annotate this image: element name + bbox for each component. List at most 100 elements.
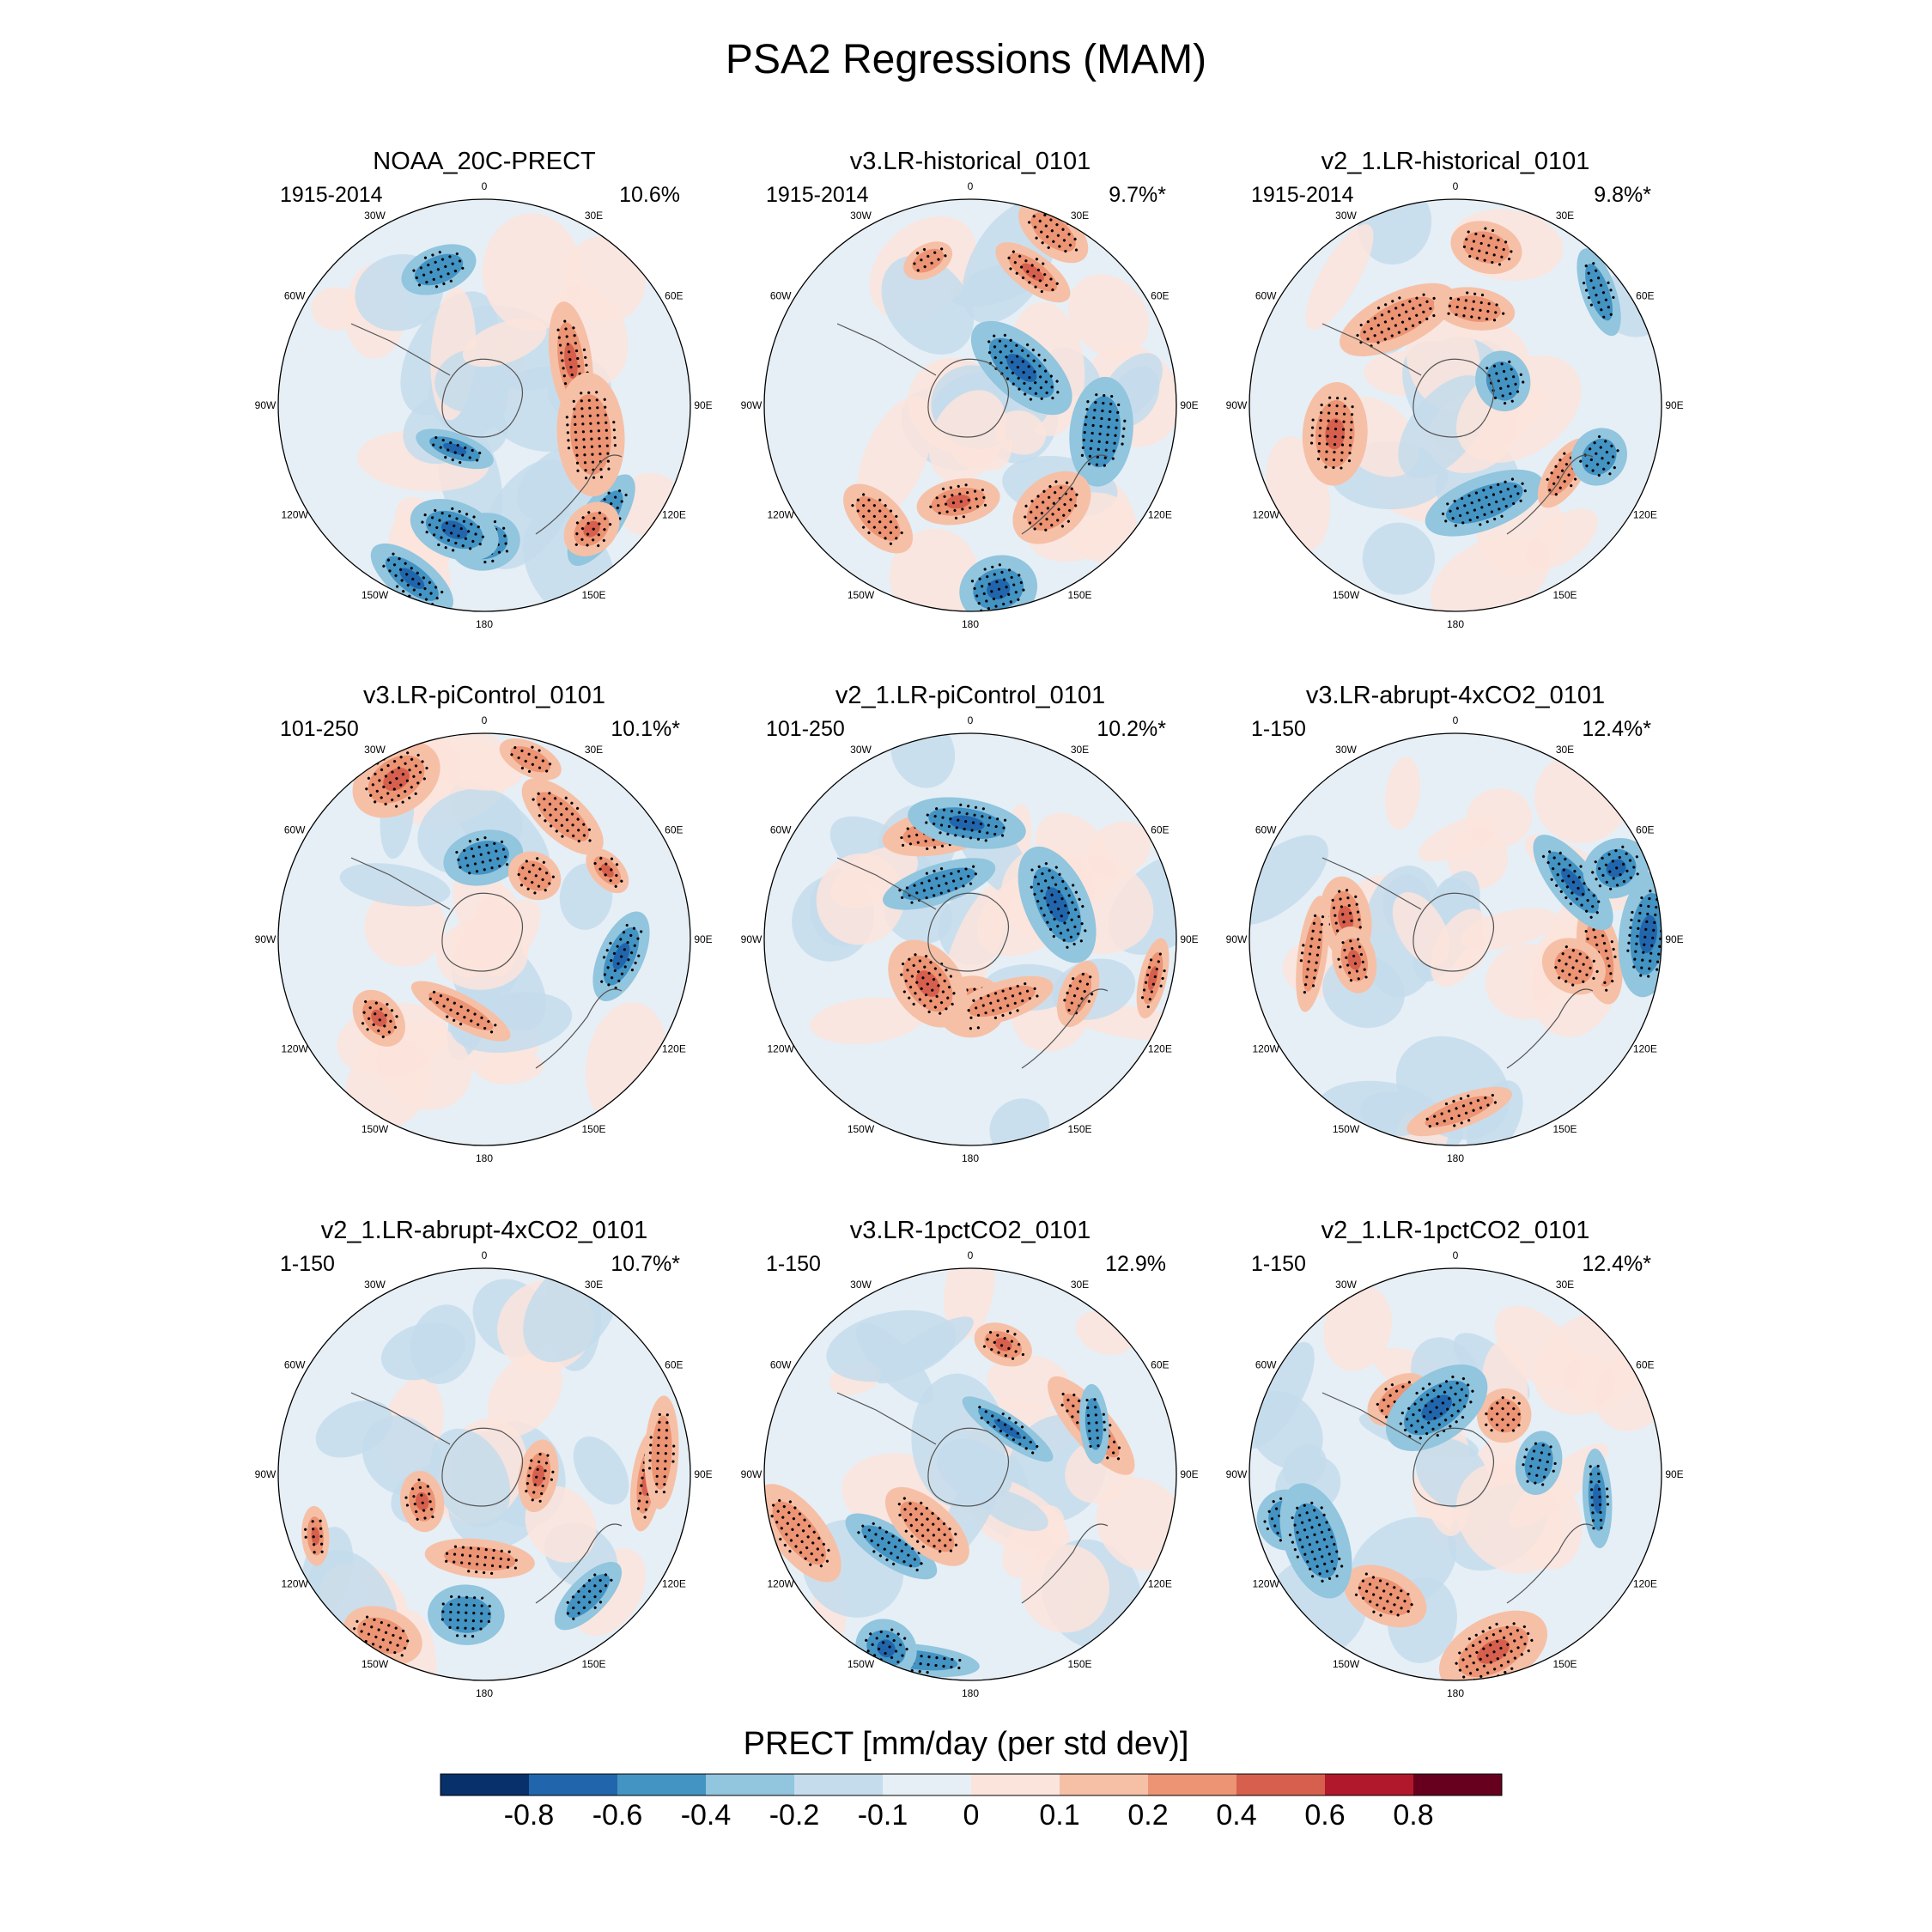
antarctica-coastline (1413, 358, 1495, 438)
significance-stipple (517, 857, 555, 895)
anomaly-blob-peak (1325, 418, 1346, 450)
significance-stipple (1399, 1375, 1474, 1440)
panel-3: 0 30E 60E 90E 120E 150E 180 150W 120W 90W 60W 30W v2… (1226, 148, 1684, 630)
map-border (763, 732, 1177, 1146)
longitude-label: 60E (665, 290, 683, 302)
significance-stipple (525, 1452, 555, 1503)
panel-variance: 12.4%* (1582, 1252, 1651, 1276)
longitude-label: 60E (1151, 1359, 1169, 1371)
significance-stipple (1288, 1501, 1344, 1583)
anomaly-blob-core (912, 248, 945, 273)
longitude-label: 150W (1333, 1123, 1360, 1135)
anomaly-patch (339, 863, 451, 907)
longitude-label: 30E (1071, 1279, 1089, 1291)
anomaly-blob-core (517, 860, 552, 891)
anomaly-blob-peak (415, 1492, 429, 1511)
anomaly-blob-core (428, 992, 494, 1031)
anomaly-blob-core (772, 1501, 827, 1565)
longitude-label: 90E (1665, 399, 1683, 411)
significance-stipple (1591, 845, 1639, 890)
map-border (1249, 1267, 1662, 1681)
anomaly-patch (944, 1268, 995, 1339)
significance-stipple (421, 507, 485, 552)
significance-stipple (1554, 945, 1599, 987)
longitude-label: 30W (364, 1279, 386, 1291)
anomaly-patch (1249, 1342, 1315, 1449)
longitude-label: 150E (581, 1123, 605, 1135)
significance-stipple (1462, 227, 1513, 266)
longitude-label: 180 (476, 1152, 493, 1164)
longitude-label: 120W (767, 509, 794, 521)
anomaly-patch (1392, 892, 1450, 966)
longitude-label: 180 (962, 1687, 979, 1699)
significance-stipple (532, 792, 592, 843)
longitude-label: 30W (364, 210, 386, 222)
antarctica-coastline (441, 1427, 524, 1507)
significance-stipple (574, 511, 612, 548)
longitude-label: 150E (1067, 1658, 1091, 1670)
longitude-label: 150W (361, 1658, 389, 1670)
longitude-label: 30W (850, 744, 872, 756)
anomaly-patch (573, 1436, 629, 1505)
anomaly-patch (435, 918, 529, 990)
anomaly-blob-core (1486, 1398, 1522, 1433)
panel-period: 1915-2014 (280, 183, 383, 207)
peninsula-coastline (350, 1392, 451, 1445)
longitude-label: 60E (665, 824, 683, 836)
anomaly-blob-core (566, 1574, 611, 1619)
longitude-label: 60E (1151, 290, 1169, 302)
peninsula-coastline (350, 857, 451, 910)
longitude-label: 30W (850, 210, 872, 222)
australia-coastline (535, 988, 623, 1069)
anomaly-blob-core (457, 841, 509, 875)
panel-variance: 9.8%* (1594, 183, 1651, 207)
anomaly-blob-core (1358, 1577, 1413, 1616)
longitude-label: 120E (662, 1043, 686, 1055)
significance-stipple (897, 1497, 958, 1553)
panel-1: 0 30E 60E 90E 120E 150E 180 150W 120W 90W 60W 30W NO… (255, 148, 713, 630)
colorbar-swatch (794, 1774, 884, 1795)
longitude-label: 150W (1333, 1658, 1360, 1670)
longitude-label: 0 (482, 1249, 488, 1261)
significance-stipple (770, 1498, 830, 1568)
significance-stipple (1354, 1572, 1413, 1617)
australia-coastline (535, 1523, 623, 1604)
anomaly-blob-core (1554, 948, 1594, 985)
panel-period: 1-150 (280, 1252, 335, 1276)
significance-stipple (1447, 291, 1505, 322)
longitude-label: 30W (1335, 210, 1357, 222)
anomaly-patch (315, 1400, 393, 1458)
significance-stipple (1582, 262, 1615, 319)
anomaly-blob-peak (994, 1338, 1012, 1352)
longitude-label: 90E (694, 933, 712, 945)
anomaly-blob-peak (1347, 950, 1362, 970)
longitude-label: 180 (476, 1687, 493, 1699)
panel-period: 101-250 (280, 717, 359, 741)
anomaly-patch (311, 287, 360, 331)
anomaly-blob-core (1302, 915, 1323, 992)
longitude-label: 180 (962, 618, 979, 630)
longitude-label: 60W (1255, 290, 1277, 302)
peninsula-coastline (836, 1392, 937, 1445)
colorbar-tick-label: -0.2 (769, 1799, 820, 1832)
anomaly-patch (345, 1037, 431, 1131)
panel-variance: 10.1%* (611, 717, 680, 741)
longitude-label: 60W (770, 290, 792, 302)
significance-stipple (898, 865, 977, 904)
peninsula-coastline (836, 323, 937, 376)
longitude-label: 90W (741, 1468, 762, 1480)
significance-stipple (970, 563, 1025, 611)
significance-stipple (566, 1573, 613, 1620)
longitude-label: 0 (1453, 1249, 1459, 1261)
longitude-label: 0 (968, 1249, 974, 1261)
panel-title: v3.LR-abrupt-4xCO2_0101 (1306, 682, 1605, 709)
longitude-label: 120E (1633, 509, 1657, 521)
map-border (277, 198, 691, 612)
longitude-label: 30E (1556, 210, 1574, 222)
significance-stipple (404, 1478, 434, 1521)
longitude-label: 180 (476, 618, 493, 630)
anomaly-blob-core (855, 496, 901, 541)
colorbar-swatch (883, 1774, 972, 1795)
longitude-label: 30W (1335, 1279, 1357, 1291)
anomaly-blob-peak (564, 343, 578, 380)
